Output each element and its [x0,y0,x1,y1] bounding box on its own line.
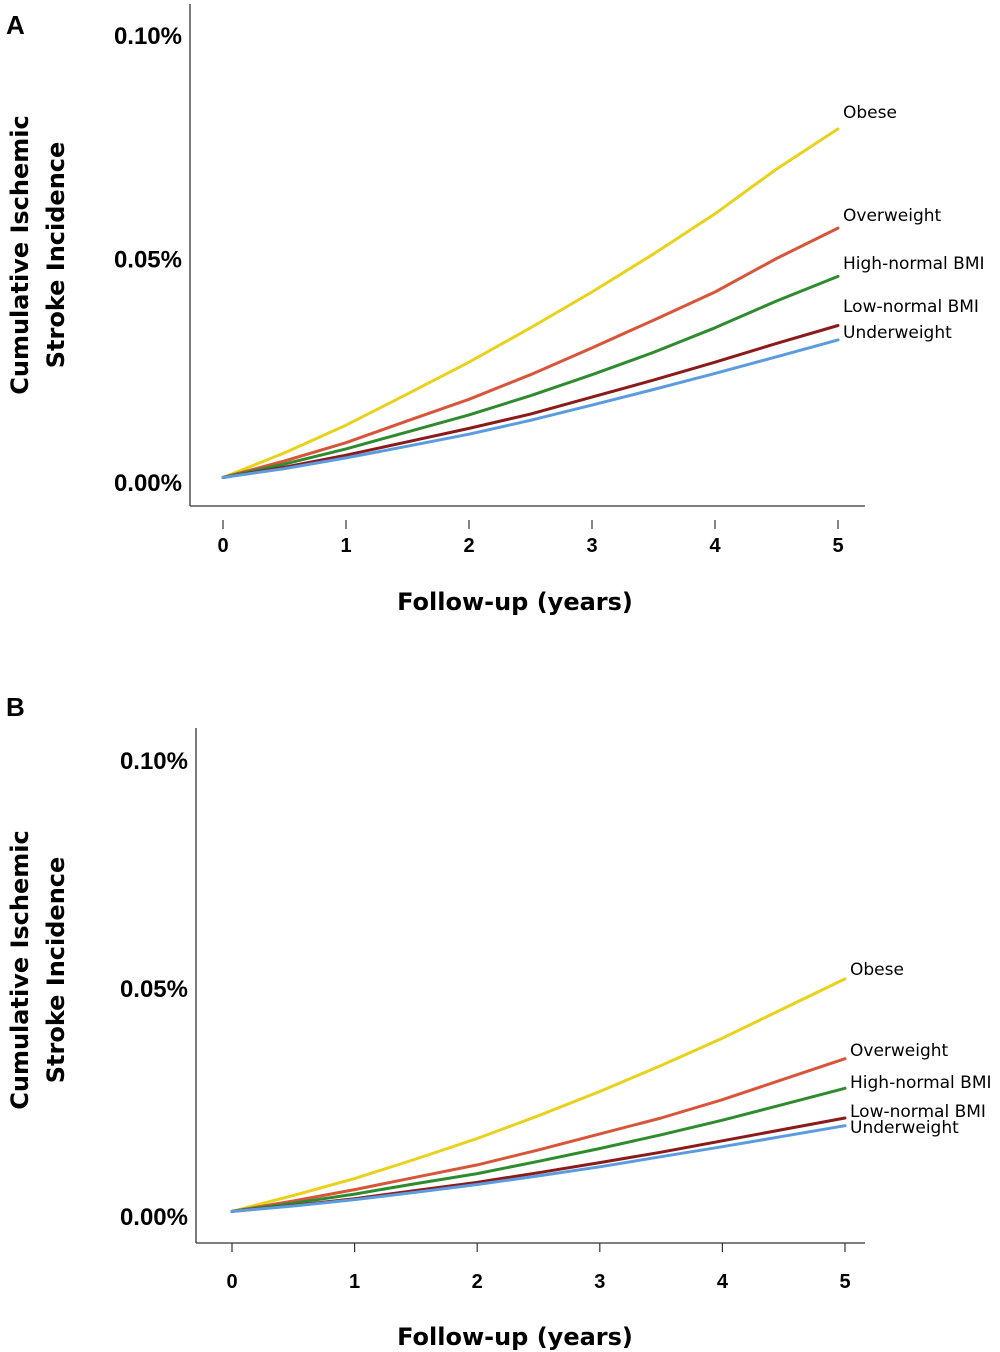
panel-b-label-low-normal-bmi: Low-normal BMI [850,1102,986,1122]
panel-a-y-tick-label: 0.00% [114,470,182,497]
panel-a-x-tick-label: 1 [340,535,351,557]
panel-b: B Cumulative Ischemic Stroke Incidence F… [6,692,992,1351]
panel-a-xlabel: Follow-up (years) [397,588,633,616]
panel-b-series-obese [230,977,847,1213]
panel-b-x-tick-label: 1 [349,1271,360,1293]
panel-b-x-tick-label: 4 [717,1271,729,1293]
panel-a: A Cumulative Ischemic Stroke Incidence F… [6,4,985,616]
panel-a-label-low-normal-bmi: Low-normal BMI [843,297,979,317]
panel-b-xlabel: Follow-up (years) [397,1323,633,1351]
panel-b-ylabel-line-1: Cumulative Ischemic [6,830,34,1109]
panel-b-y-tick-label: 0.00% [120,1204,188,1231]
panel-b-y-tick-label: 0.05% [120,976,188,1003]
panel-a-x-tick-label: 4 [709,535,721,557]
panel-a-x-tick-label: 2 [463,535,474,557]
panel-a-ylabel-line-2: Stroke Incidence [42,142,70,369]
panel-a-series-low-normal-bmi [221,324,840,479]
panel-b-x-tick-label: 0 [226,1271,237,1293]
panel-b-label-obese: Obese [850,960,904,980]
panel-a-series-high-normal-bmi [221,274,840,479]
panel-b-label-underweight: Underweight [850,1118,959,1138]
panel-b-label-high-normal-bmi: High-normal BMI [850,1073,992,1093]
panel-a-x-tick-label: 5 [832,535,843,557]
panel-a-y-tick-label: 0.05% [114,247,182,274]
panel-b-series-high-normal-bmi [230,1086,847,1213]
panel-a-ylabel-line-1: Cumulative Ischemic [6,115,34,394]
panel-b-x-tick-label: 5 [839,1271,850,1293]
panel-b-y-tick-label: 0.10% [120,748,188,775]
panel-a-y-tick-label: 0.10% [114,23,182,50]
panel-a-series-obese [221,127,840,479]
panel-b-series-overweight [230,1057,847,1213]
panel-b-series-underweight [230,1124,847,1213]
panel-a-label-obese: Obese [843,103,897,123]
panel-a-x-tick-label: 3 [586,535,597,557]
panel-b-x-tick-label: 2 [472,1271,483,1293]
panel-a-letter: A [6,10,25,40]
panel-b-ylabel-line-2: Stroke Incidence [42,857,70,1084]
panel-b-x-tick-label: 3 [594,1271,605,1293]
panel-a-label-high-normal-bmi: High-normal BMI [843,254,985,274]
panel-a-series-underweight [221,338,840,479]
panel-a-series-overweight [221,226,840,479]
panel-b-label-overweight: Overweight [850,1041,949,1061]
panel-a-label-overweight: Overweight [843,206,942,226]
panel-b-letter: B [6,692,25,722]
panel-a-x-tick-label: 0 [217,535,228,557]
panel-a-label-underweight: Underweight [843,323,952,343]
